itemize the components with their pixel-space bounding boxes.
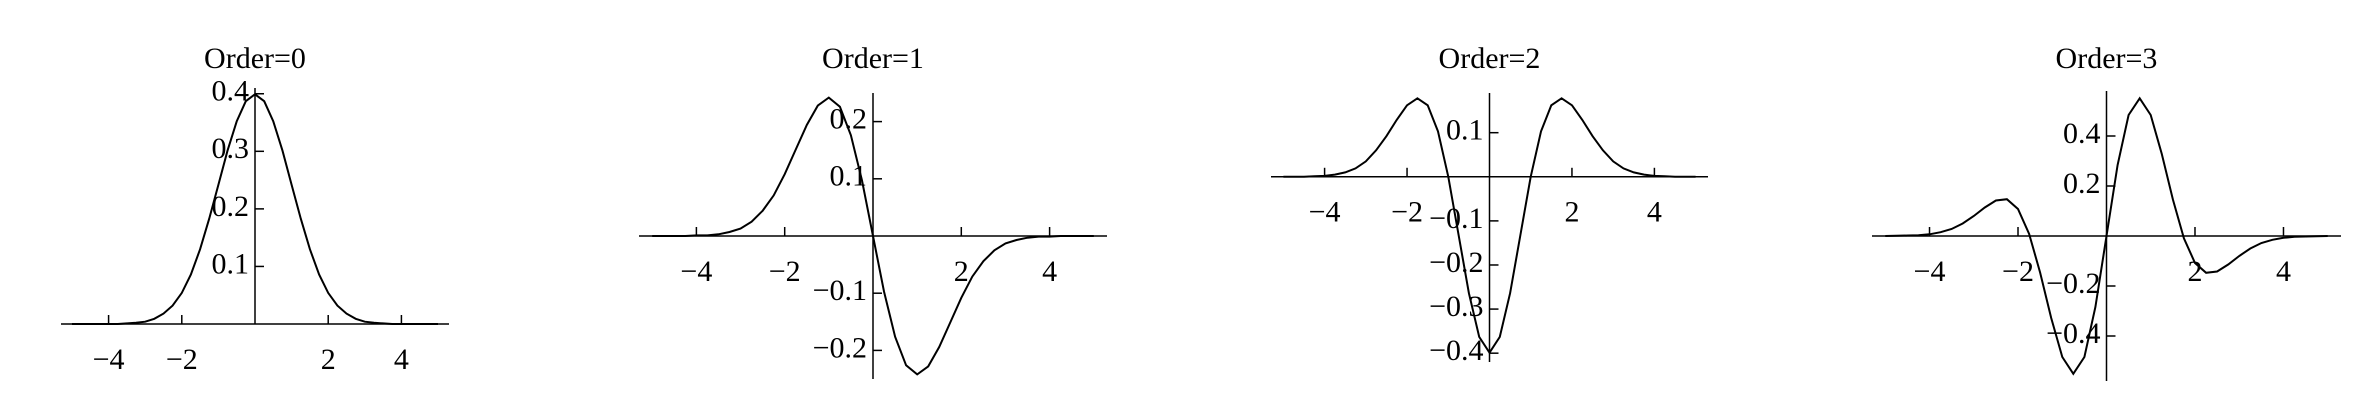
curve bbox=[1283, 97, 1696, 355]
x-tick-label: −2 bbox=[2002, 255, 2034, 288]
y-tick-label: −0.4 bbox=[1429, 334, 1483, 367]
y-tick-label: 0.1 bbox=[212, 247, 250, 280]
x-tick-label: 2 bbox=[1564, 196, 1579, 229]
chart-title: Order=2 bbox=[1439, 42, 1541, 75]
y-tick-label: −0.1 bbox=[813, 274, 867, 307]
y-tick-label: 0.4 bbox=[212, 75, 250, 108]
curve bbox=[652, 96, 1094, 376]
x-tick-label: 2 bbox=[2187, 255, 2202, 288]
chart-title: Order=3 bbox=[2056, 42, 2158, 75]
y-tick-label: −0.2 bbox=[813, 331, 867, 364]
curve bbox=[72, 93, 438, 325]
x-tick-label: −2 bbox=[1391, 196, 1423, 229]
x-tick-label: −2 bbox=[769, 255, 801, 288]
chart-title: Order=0 bbox=[204, 42, 306, 75]
x-tick-label: −4 bbox=[93, 343, 125, 376]
chart-title: Order=1 bbox=[822, 42, 924, 75]
y-tick-label: 0.2 bbox=[212, 190, 250, 223]
y-tick-label: 0.2 bbox=[2063, 167, 2101, 200]
y-tick-label: 0.1 bbox=[1446, 114, 1484, 147]
x-tick-label: −4 bbox=[1309, 196, 1341, 229]
x-tick-label: −2 bbox=[166, 343, 198, 376]
x-tick-label: 4 bbox=[2276, 255, 2291, 288]
curve bbox=[1885, 96, 2328, 376]
y-tick-label: −0.2 bbox=[2046, 267, 2100, 300]
y-tick-label: 0.4 bbox=[2063, 117, 2101, 150]
x-tick-label: −4 bbox=[1914, 255, 1946, 288]
x-tick-label: 4 bbox=[1042, 255, 1057, 288]
y-tick-label: 0.3 bbox=[212, 132, 250, 165]
x-tick-label: 4 bbox=[1647, 196, 1662, 229]
x-tick-label: −4 bbox=[680, 255, 712, 288]
x-tick-label: 4 bbox=[394, 343, 409, 376]
x-tick-label: 2 bbox=[321, 343, 336, 376]
x-tick-label: 2 bbox=[954, 255, 969, 288]
y-tick-label: −0.2 bbox=[1429, 246, 1483, 279]
